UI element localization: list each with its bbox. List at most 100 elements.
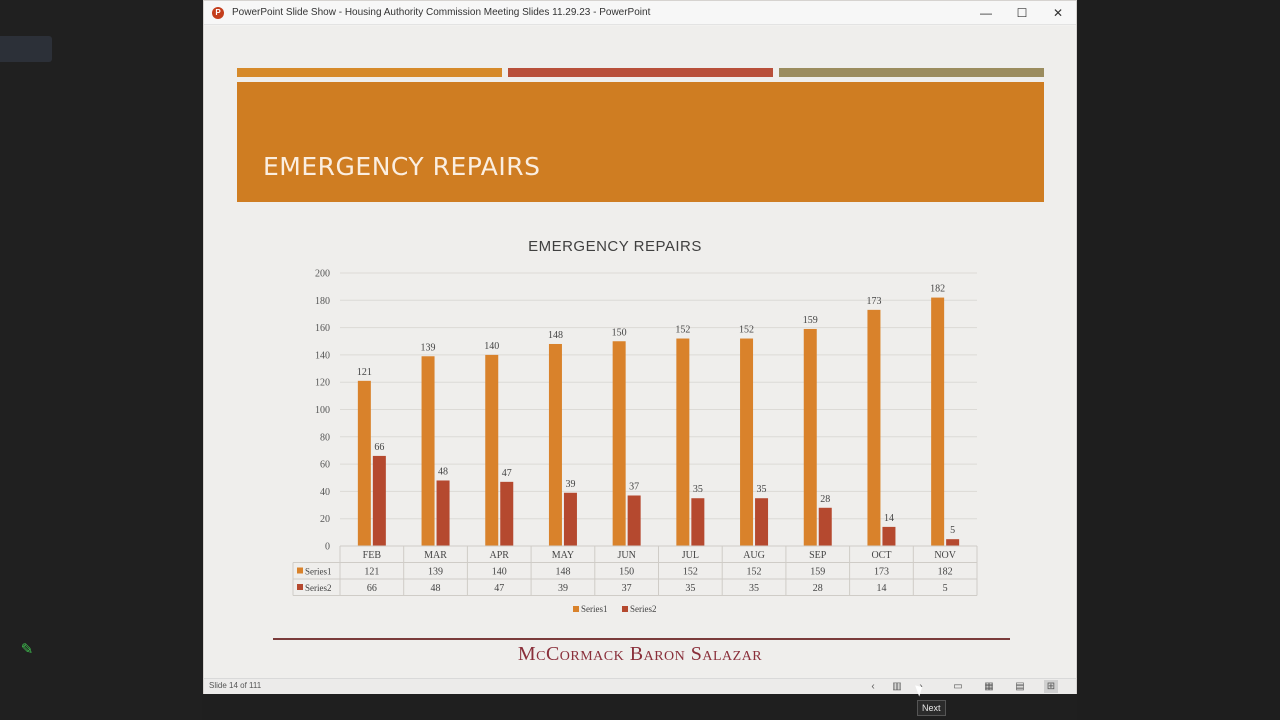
window-controls: — ☐ ✕ bbox=[968, 1, 1076, 25]
status-bar: Slide 14 of 111 ‹ ▥ › ▭ ▦ ▤ ⊞ bbox=[204, 678, 1076, 694]
data-label: 152 bbox=[739, 325, 754, 336]
table-cell: 148 bbox=[555, 567, 570, 578]
powerpoint-icon: P bbox=[212, 6, 224, 19]
accent-bar-1 bbox=[237, 68, 502, 77]
x-tick-label: NOV bbox=[934, 550, 956, 561]
table-cell: 39 bbox=[558, 583, 568, 594]
table-cell: 48 bbox=[431, 583, 441, 594]
y-tick-label: 80 bbox=[320, 432, 330, 443]
bar-series2-mar bbox=[436, 480, 450, 546]
accent-bar-3 bbox=[779, 68, 1044, 77]
table-cell: 140 bbox=[492, 567, 507, 578]
bar-series1-feb bbox=[357, 380, 371, 546]
notes-icon[interactable]: ▥ bbox=[892, 681, 902, 692]
data-label: 150 bbox=[612, 327, 627, 338]
next-tooltip: Next bbox=[917, 700, 946, 716]
y-tick-label: 0 bbox=[325, 542, 330, 553]
bar-series2-apr bbox=[500, 481, 514, 546]
window-title: PowerPoint Slide Show - Housing Authorit… bbox=[232, 7, 651, 18]
bar-series2-oct bbox=[882, 526, 896, 546]
data-label: 28 bbox=[820, 494, 830, 505]
bar-series2-aug bbox=[755, 498, 769, 546]
footer-brand: McCormack Baron Salazar bbox=[517, 643, 763, 665]
left-panel: ✎ bbox=[0, 0, 202, 720]
bar-series1-mar bbox=[421, 356, 435, 546]
y-tick-label: 100 bbox=[315, 405, 330, 416]
x-tick-label: JUN bbox=[617, 550, 635, 561]
table-cell: 35 bbox=[685, 583, 695, 594]
bar-series2-jun bbox=[627, 495, 641, 546]
y-tick-label: 120 bbox=[315, 378, 330, 389]
x-tick-label: OCT bbox=[871, 550, 891, 561]
y-tick-label: 40 bbox=[320, 487, 330, 498]
bar-chart: 0 20 40 60 80 100 120 140 160 180 200 121 66 139 48 140… bbox=[292, 269, 978, 614]
left-panel-chip[interactable] bbox=[0, 36, 52, 62]
slide-title: EMERGENCY REPAIRS bbox=[263, 152, 541, 181]
y-tick-label: 140 bbox=[315, 350, 330, 361]
data-label: 121 bbox=[357, 367, 372, 378]
table-cell: 182 bbox=[938, 567, 953, 578]
slide-counter: Slide 14 of 111 bbox=[209, 681, 262, 690]
pen-icon[interactable]: ✎ bbox=[20, 641, 34, 658]
bar-series1-oct bbox=[867, 309, 881, 546]
bar-series2-feb bbox=[372, 455, 386, 546]
y-tick-label: 160 bbox=[315, 323, 330, 334]
bar-series1-apr bbox=[485, 354, 499, 546]
powerpoint-window: P PowerPoint Slide Show - Housing Author… bbox=[203, 0, 1077, 694]
data-label: 48 bbox=[438, 466, 448, 477]
legend-label-series2: Series2 bbox=[630, 604, 657, 614]
legend-key-series1 bbox=[573, 606, 579, 612]
maximize-button[interactable]: ☐ bbox=[1016, 6, 1028, 20]
bar-series1-aug bbox=[740, 338, 754, 546]
table-cell: 66 bbox=[367, 583, 377, 594]
table-cell: 152 bbox=[683, 567, 698, 578]
next-slide-icon[interactable]: › bbox=[919, 681, 923, 692]
legend-key-series2 bbox=[622, 606, 628, 612]
table-cell: 150 bbox=[619, 567, 634, 578]
table-series-name: Series2 bbox=[305, 583, 332, 593]
bar-series1-nov bbox=[931, 297, 945, 546]
table-cell: 28 bbox=[813, 583, 823, 594]
previous-slide-icon[interactable]: ‹ bbox=[871, 681, 875, 692]
y-tick-label: 60 bbox=[320, 460, 330, 471]
normal-view-icon[interactable]: ▭ bbox=[953, 681, 963, 692]
data-label: 182 bbox=[930, 284, 945, 295]
y-tick-label: 180 bbox=[315, 296, 330, 307]
x-tick-label: MAR bbox=[424, 550, 447, 561]
slide-sorter-icon[interactable]: ▦ bbox=[984, 681, 994, 692]
bar-series1-may bbox=[548, 343, 562, 546]
accent-bar-2 bbox=[508, 68, 773, 77]
table-cell: 47 bbox=[494, 583, 504, 594]
x-tick-label: JUL bbox=[682, 550, 699, 561]
bar-series2-sep bbox=[818, 507, 832, 546]
data-label: 14 bbox=[884, 513, 894, 524]
legend-label-series1: Series1 bbox=[581, 604, 608, 614]
table-cell: 152 bbox=[747, 567, 762, 578]
data-label: 152 bbox=[675, 325, 690, 336]
table-cell: 5 bbox=[943, 583, 948, 594]
data-label: 35 bbox=[693, 484, 703, 495]
close-button[interactable]: ✕ bbox=[1052, 6, 1064, 20]
bar-series2-jul bbox=[691, 498, 705, 546]
data-label: 159 bbox=[803, 315, 818, 326]
data-label: 39 bbox=[565, 479, 575, 490]
bar-series2-may bbox=[563, 492, 577, 546]
bar-series1-sep bbox=[803, 328, 817, 546]
slide-show-icon[interactable]: ⊞ bbox=[1044, 680, 1058, 693]
y-tick-label: 20 bbox=[320, 514, 330, 525]
data-label: 173 bbox=[866, 296, 881, 307]
slide[interactable]: EMERGENCY REPAIRS EMERGENCY REPAIRS 0 20 4… bbox=[205, 26, 1075, 678]
data-label: 47 bbox=[502, 468, 512, 479]
data-label: 66 bbox=[374, 442, 384, 453]
right-panel bbox=[1077, 0, 1280, 720]
x-tick-label: FEB bbox=[363, 550, 382, 561]
bar-series1-jul bbox=[676, 338, 690, 546]
table-cell: 159 bbox=[810, 567, 825, 578]
minimize-button[interactable]: — bbox=[980, 6, 992, 20]
data-label: 140 bbox=[484, 341, 499, 352]
table-cell: 173 bbox=[874, 567, 889, 578]
x-tick-label: AUG bbox=[743, 550, 765, 561]
table-cell: 37 bbox=[622, 583, 632, 594]
reading-view-icon[interactable]: ▤ bbox=[1015, 681, 1025, 692]
table-legend-key bbox=[297, 567, 303, 574]
